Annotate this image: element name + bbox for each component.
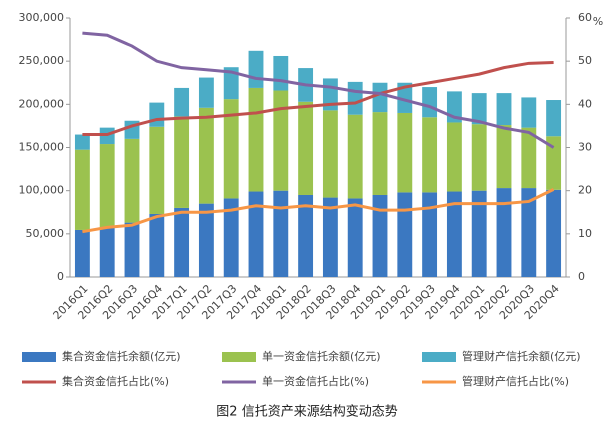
bar — [397, 112, 413, 193]
bar — [198, 77, 214, 108]
bar — [521, 127, 537, 189]
bar — [223, 99, 239, 199]
bar — [223, 198, 239, 277]
legend-label: 单一资金信托余额(亿元) — [262, 349, 381, 363]
bar — [174, 207, 190, 277]
bar — [149, 213, 165, 277]
bar — [347, 198, 363, 277]
y2-tick-label: 0 — [578, 270, 585, 283]
bar — [422, 117, 438, 193]
bar — [74, 134, 90, 150]
legend-swatch — [222, 352, 256, 362]
y-tick-label: 200,000 — [19, 97, 65, 110]
line — [82, 188, 555, 234]
bar — [99, 227, 115, 277]
legend-label: 集合资金信托余额(亿元) — [62, 349, 181, 363]
bar — [298, 194, 314, 277]
bar — [372, 194, 388, 277]
bar — [372, 82, 388, 113]
bar — [446, 191, 462, 277]
bar — [471, 190, 487, 277]
line — [82, 31, 555, 149]
bar — [347, 114, 363, 199]
bar — [298, 101, 314, 195]
bar — [471, 124, 487, 191]
y-tick-label: 250,000 — [19, 54, 65, 67]
bar — [496, 125, 512, 189]
chart-title: 图2 信托资产来源结构变动态势 — [216, 404, 397, 420]
bar — [322, 197, 338, 277]
y2-tick-label: 60 — [578, 11, 592, 24]
bar — [124, 222, 140, 277]
bar — [248, 191, 264, 277]
y2-tick-label: 30 — [578, 141, 592, 154]
y-tick-label: 0 — [57, 270, 64, 283]
bar — [273, 190, 289, 277]
y2-tick-label: 40 — [578, 97, 592, 110]
legend-label: 单一资金信托占比(%) — [262, 374, 369, 388]
bar — [496, 93, 512, 126]
bar — [149, 126, 165, 214]
bar — [422, 87, 438, 118]
bar — [198, 203, 214, 277]
bar — [99, 144, 115, 228]
bar — [273, 55, 289, 91]
bar — [74, 229, 90, 277]
bar — [149, 102, 165, 127]
y2-tick-label: 10 — [578, 227, 592, 240]
bar — [471, 93, 487, 125]
bar — [546, 136, 562, 190]
y-tick-label: 100,000 — [19, 184, 65, 197]
bar — [397, 82, 413, 113]
y-tick-label: 150,000 — [19, 141, 65, 154]
y-tick-label: 300,000 — [19, 11, 65, 24]
bar — [521, 97, 537, 128]
bar — [174, 87, 190, 117]
y2-axis-label: % — [593, 15, 603, 28]
bar — [546, 189, 562, 277]
bar — [422, 192, 438, 277]
legend-label: 集合资金信托占比(%) — [62, 374, 169, 388]
y-tick-label: 50,000 — [26, 227, 65, 240]
bar — [496, 188, 512, 277]
bar — [74, 149, 90, 230]
bar — [248, 87, 264, 192]
bar — [174, 116, 190, 208]
bar — [198, 107, 214, 204]
bar — [521, 188, 537, 277]
legend-swatch — [422, 352, 456, 362]
bar — [248, 50, 264, 88]
bar — [322, 110, 338, 198]
legend-label: 管理财产信托占比(%) — [462, 374, 569, 388]
bar — [446, 122, 462, 192]
bar — [347, 81, 363, 115]
line — [82, 60, 554, 137]
bar — [273, 90, 289, 191]
bar — [223, 67, 239, 100]
bar — [397, 192, 413, 277]
legend-label: 管理财产信托余额(亿元) — [462, 349, 581, 363]
bar — [372, 112, 388, 195]
y2-tick-label: 20 — [578, 184, 592, 197]
y2-tick-label: 50 — [578, 54, 592, 67]
legend-swatch — [22, 352, 56, 362]
bar — [124, 138, 140, 223]
bar — [546, 100, 562, 137]
